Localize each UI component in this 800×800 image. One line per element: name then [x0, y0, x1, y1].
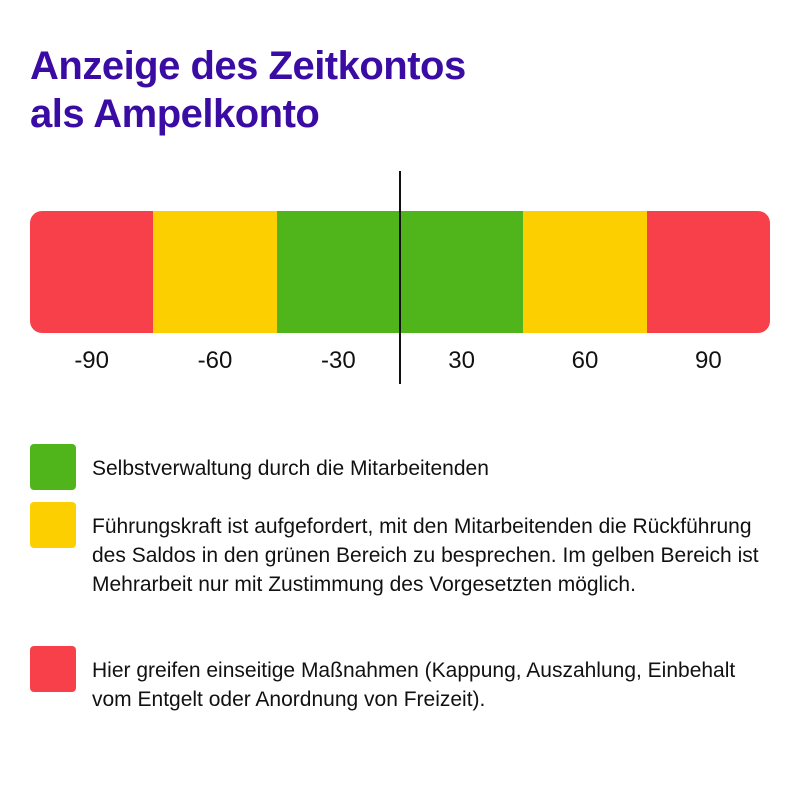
legend-text: Hier greifen einseitige Maßnahmen (Kappu…	[92, 659, 736, 711]
tick-label: 30	[448, 347, 475, 374]
segment-red-right	[646, 211, 770, 333]
legend-swatch	[30, 502, 76, 548]
legend-swatch	[30, 444, 76, 490]
legend-text: Führungskraft ist aufgefordert, mit den …	[92, 515, 759, 596]
tick-label: -30	[320, 347, 356, 374]
segment-red-left	[30, 211, 154, 333]
zero-line	[399, 171, 401, 384]
segment-yellow-right	[523, 211, 647, 333]
segment-green-left	[276, 211, 400, 333]
traffic-light-bar	[30, 211, 770, 333]
tick-label: 90	[694, 347, 722, 374]
legend-swatch	[30, 646, 76, 692]
legend-text: Selbstverwaltung durch die Mitarbeitende…	[92, 457, 489, 480]
page-title: Anzeige des Zeitkontos als Ampelkonto	[30, 42, 466, 138]
title-line-1: Anzeige des Zeitkontos	[30, 44, 466, 88]
title-line-2: als Ampelkonto	[30, 92, 320, 136]
tick-label: -60	[197, 347, 233, 374]
segment-yellow-left	[153, 211, 277, 333]
tick-label: -90	[74, 347, 109, 374]
tick-label: 60	[571, 347, 599, 374]
segment-green-right	[399, 211, 524, 333]
